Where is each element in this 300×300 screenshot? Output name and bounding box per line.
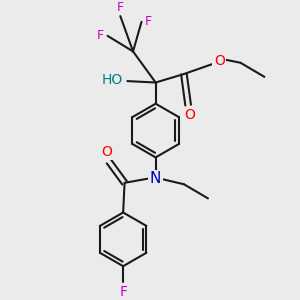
Text: F: F (117, 1, 124, 14)
Text: O: O (101, 145, 112, 159)
Text: O: O (214, 54, 225, 68)
Text: O: O (184, 108, 195, 122)
Text: N: N (150, 171, 161, 186)
Text: HO: HO (101, 73, 122, 87)
Text: F: F (145, 15, 152, 28)
Text: F: F (97, 29, 104, 42)
Text: F: F (119, 285, 127, 298)
